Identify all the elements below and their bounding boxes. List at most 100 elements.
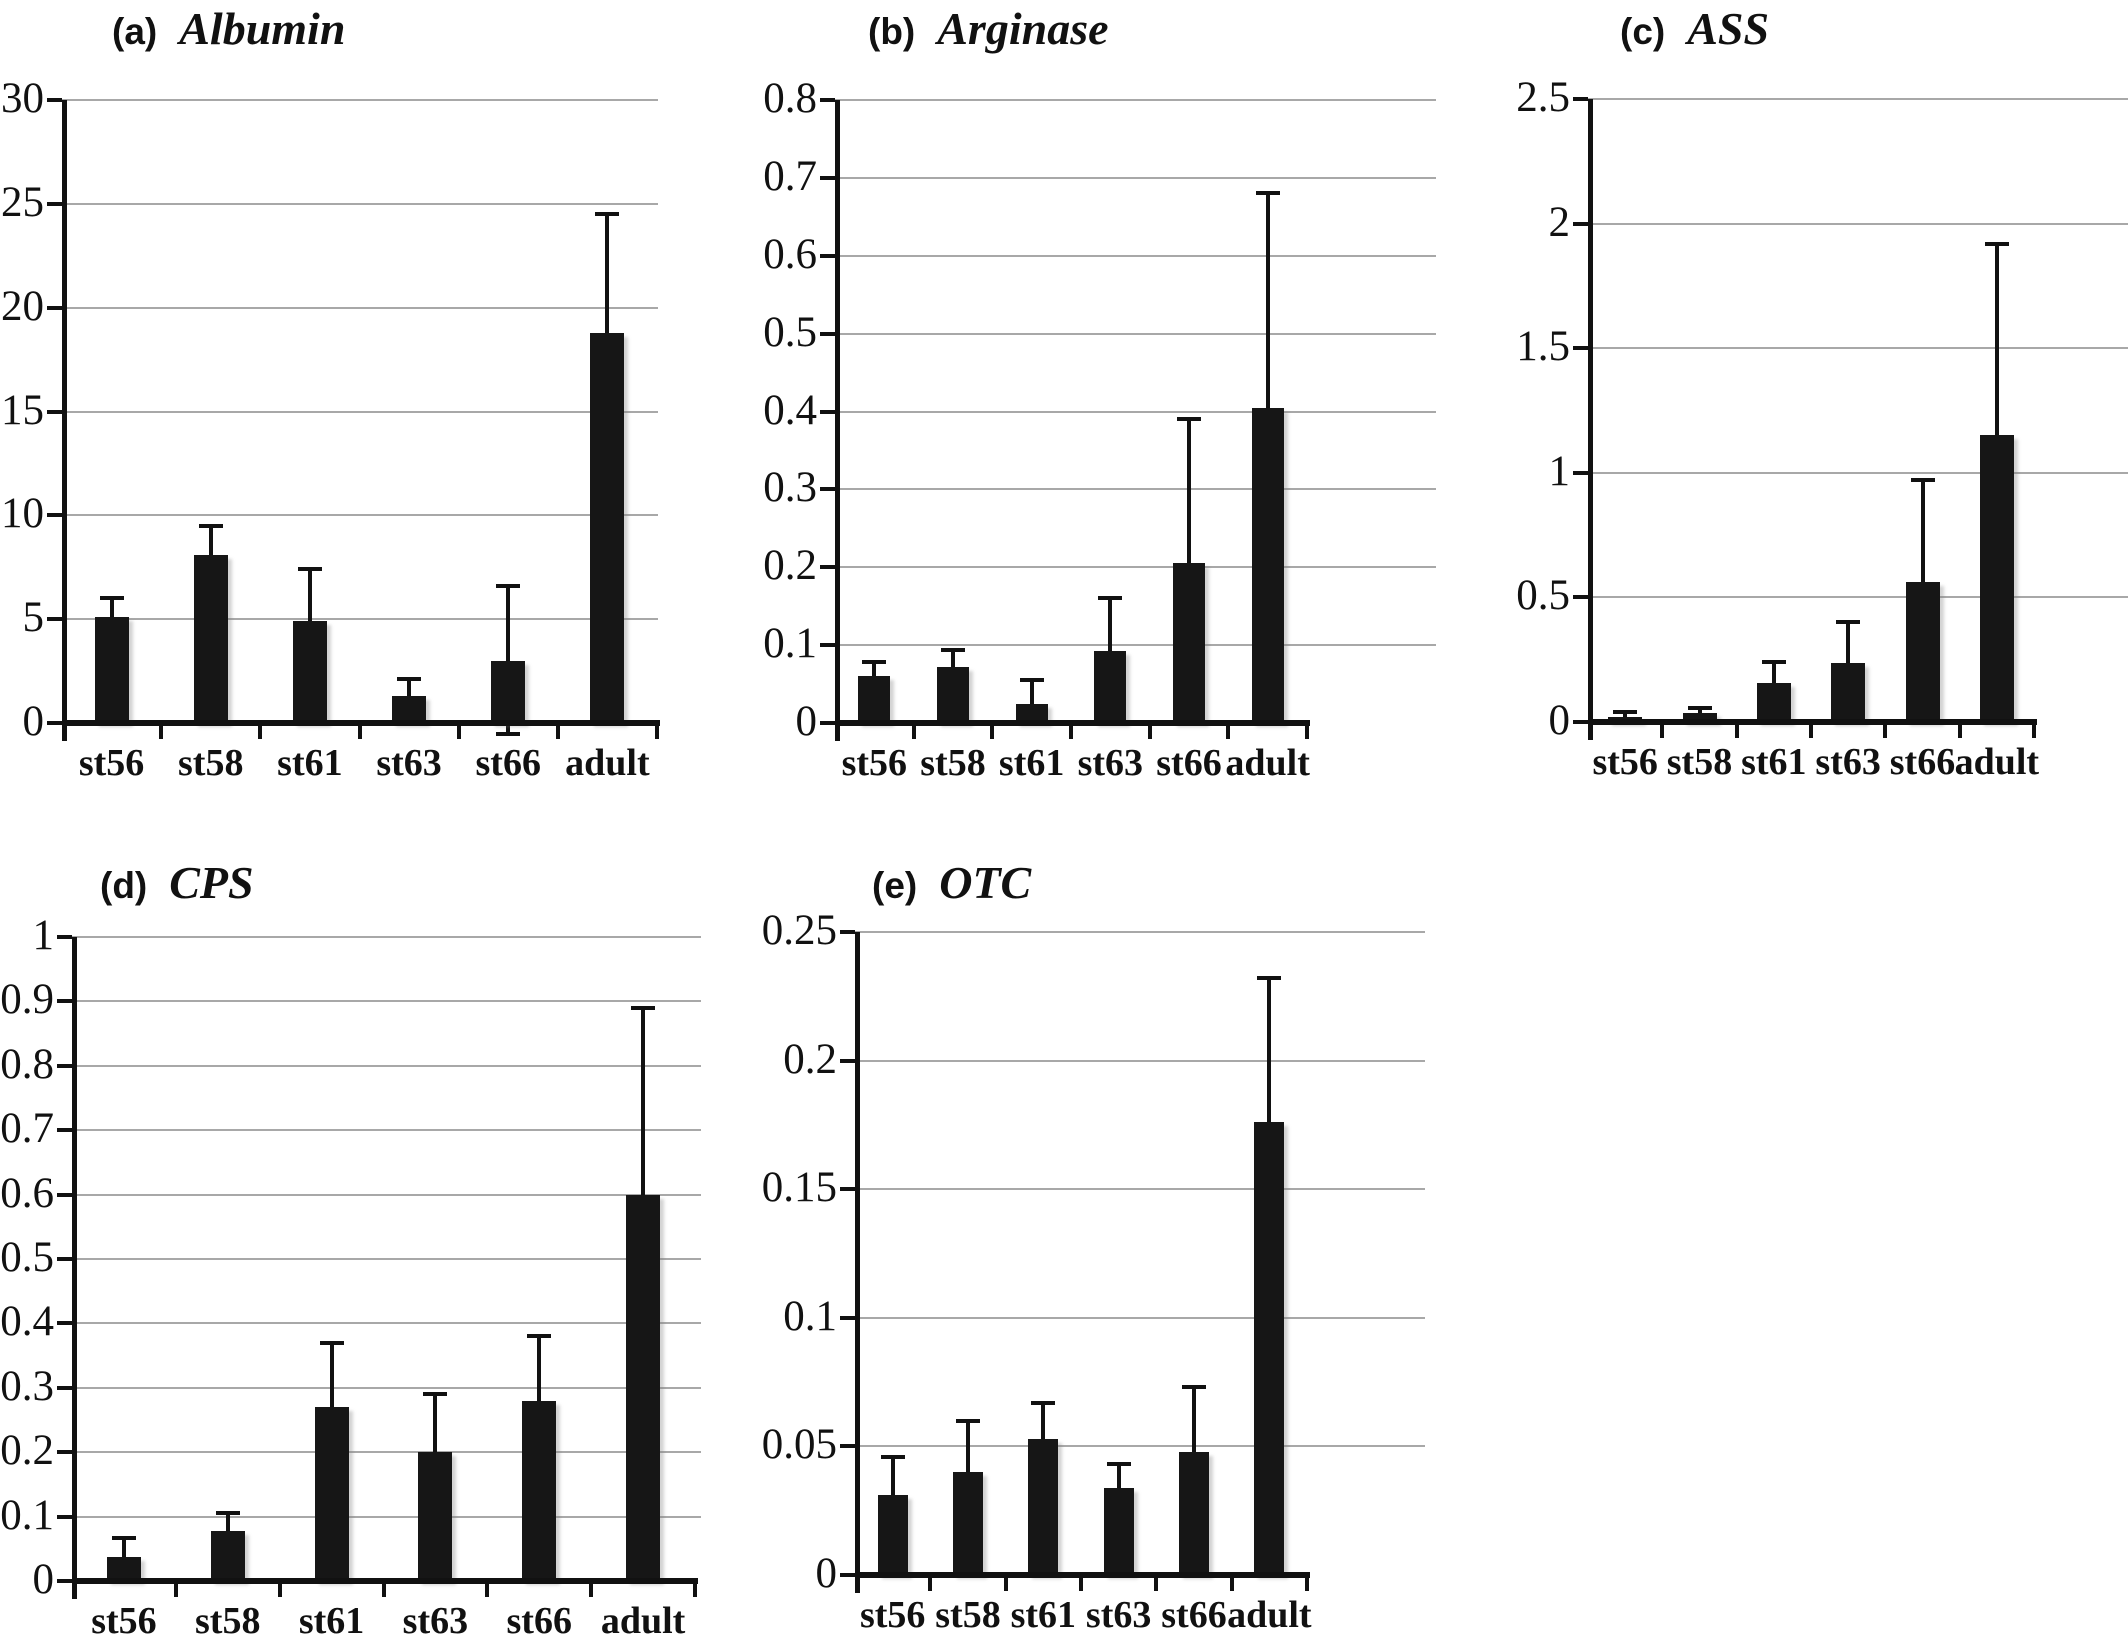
y-tick-label: 0.25 (761, 907, 837, 954)
y-axis-line (855, 932, 860, 1593)
chart-name-otc: OTC (939, 857, 1032, 908)
x-label-st56: st56 (78, 742, 145, 784)
x-label-st56: st56 (859, 1594, 926, 1636)
error-cap-st63 (1098, 596, 1123, 601)
y-axis-tick (1573, 470, 1588, 475)
y-axis-tick (57, 1257, 72, 1261)
error-cap-st61 (319, 1340, 344, 1345)
bar-adult (1254, 1122, 1285, 1575)
error-cap-st63 (1106, 1462, 1131, 1467)
x-label-st58: st58 (178, 742, 244, 784)
bar-st61 (1028, 1438, 1059, 1575)
y-tick-label: 0.1 (0, 1491, 54, 1539)
y-axis-tick (1573, 720, 1588, 724)
x-label-st66: st66 (1156, 742, 1222, 784)
gridline (72, 1129, 701, 1132)
panel-label-c: (c) (1620, 11, 1666, 52)
y-axis-tick (57, 935, 72, 939)
gridline (855, 1316, 1425, 1319)
x-axis-tick (1957, 722, 1962, 738)
error-cap-adult (631, 1005, 656, 1010)
y-axis-tick (840, 1058, 855, 1063)
x-axis-tick (655, 723, 659, 739)
x-axis-tick (555, 723, 560, 739)
error-cap-st58 (198, 523, 223, 528)
y-axis-line (835, 100, 840, 741)
y-tick-label: 0.5 (1516, 572, 1570, 620)
gridline (72, 1322, 701, 1325)
x-label-st63: st63 (1085, 1594, 1152, 1636)
bar-st66 (522, 1400, 557, 1581)
error-bar-st66 (1920, 480, 1925, 583)
error-cap-st61 (1761, 660, 1786, 665)
gridline (1588, 98, 2128, 100)
x-axis-tick (1003, 1575, 1008, 1591)
error-bar-st63 (1108, 598, 1113, 651)
error-cap-st66 (1177, 417, 1201, 422)
error-bar-st58 (966, 1420, 970, 1473)
y-axis-tick (840, 1187, 855, 1192)
x-axis-tick (2032, 722, 2036, 738)
error-cap-st63 (423, 1392, 448, 1397)
y-axis-tick (840, 930, 855, 934)
y-tick-label: 1 (32, 912, 55, 959)
error-bar-st61 (1771, 662, 1776, 684)
x-axis-tick (159, 723, 164, 739)
y-tick-label: 10 (1, 490, 44, 538)
gridline (62, 514, 658, 517)
y-axis-tick (57, 1321, 72, 1326)
bar-st56 (877, 1495, 908, 1575)
y-axis-tick (840, 1315, 855, 1320)
chart-title-otc: (e) OTC (872, 856, 1031, 909)
error-bar-st61 (1029, 680, 1034, 704)
y-axis-tick (47, 201, 62, 206)
x-axis-tick (1226, 723, 1231, 739)
bar-st63 (1831, 663, 1866, 722)
bar-st56 (94, 617, 129, 723)
y-axis-tick (840, 1444, 855, 1449)
x-axis-tick (1305, 1575, 1309, 1591)
y-axis-tick (57, 1128, 72, 1133)
bar-st66 (1173, 563, 1205, 723)
y-tick-label: 0 (815, 1550, 838, 1597)
gridline (855, 1059, 1425, 1062)
x-axis-tick (1883, 722, 1888, 738)
y-tick-label: 2 (1548, 198, 1571, 246)
x-label-st58: st58 (920, 742, 986, 784)
error-cap-st58 (941, 647, 965, 652)
y-tick-label: 0.15 (761, 1164, 837, 1212)
y-axis-tick (57, 1579, 72, 1583)
gridline (72, 1193, 701, 1196)
x-label-st63: st63 (1815, 741, 1881, 783)
plot-area-ass: 0 0.5 1 1.5 2 2.5 st56 st58 st61 st63 st66 adult (1516, 74, 2128, 783)
gridline (835, 644, 1436, 647)
error-cap-st58 (1687, 705, 1712, 710)
error-bar-st56 (1623, 712, 1628, 717)
x-axis-tick (1734, 722, 1739, 738)
x-axis-tick (258, 723, 263, 739)
y-tick-label: 0.8 (0, 1040, 54, 1088)
bar-st63 (1094, 650, 1127, 723)
gridline (72, 1000, 701, 1003)
y-axis-tick (47, 409, 62, 414)
y-axis-tick (820, 331, 835, 336)
x-label-st66: st66 (1161, 1594, 1227, 1636)
x-label-st66: st66 (1889, 741, 1956, 783)
y-tick-label: 0.7 (0, 1105, 54, 1153)
x-label-st66: st66 (475, 742, 541, 784)
x-axis-tick (1305, 723, 1309, 739)
chart-name-ass: ASS (1687, 3, 1770, 54)
y-tick-label: 15 (1, 386, 44, 434)
error-cap-adult (595, 212, 620, 217)
error-bar-st63 (1116, 1464, 1121, 1488)
x-label-st61: st61 (1010, 1594, 1077, 1636)
y-axis-tick (47, 98, 62, 102)
bar-st58 (193, 554, 228, 723)
y-axis-tick (820, 409, 835, 414)
x-axis-tick (1229, 1575, 1234, 1591)
x-label-st58: st58 (195, 1600, 261, 1642)
x-axis-tick (1079, 1575, 1083, 1591)
gridline (72, 1386, 701, 1389)
x-label-st56: st56 (91, 1600, 157, 1642)
error-bar-st58 (225, 1513, 230, 1532)
